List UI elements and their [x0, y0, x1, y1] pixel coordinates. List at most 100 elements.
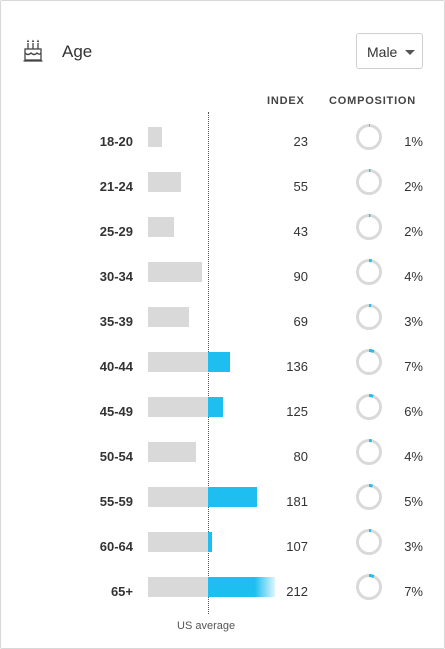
table-row: 65+ 212 7%: [1, 569, 444, 614]
composition-donut: [356, 439, 382, 465]
age-range-label: 21-24: [99, 179, 133, 194]
index-value: 212: [286, 584, 308, 599]
table-row: 25-29 43 2%: [1, 209, 444, 254]
index-bar-above-average: [208, 352, 230, 372]
table-row: 21-24 55 2%: [1, 164, 444, 209]
composition-value: 3%: [404, 314, 423, 329]
index-value: 69: [293, 314, 308, 329]
composition-value: 1%: [404, 134, 423, 149]
table-row: 30-34 90 4%: [1, 254, 444, 299]
index-bar-below-average: [148, 217, 174, 237]
age-range-label: 35-39: [99, 314, 133, 329]
age-range-label: 45-49: [99, 404, 133, 419]
index-value: 181: [286, 494, 308, 509]
donut-fill: [356, 259, 382, 285]
donut-track: [356, 304, 382, 330]
donut-track: [356, 214, 382, 240]
composition-value: 2%: [404, 179, 423, 194]
index-value: 43: [293, 224, 308, 239]
composition-donut: [356, 484, 382, 510]
composition-value: 4%: [404, 269, 423, 284]
donut-fill: [356, 124, 382, 150]
age-range-label: 50-54: [99, 449, 133, 464]
card-title: Age: [62, 42, 93, 61]
index-bar-below-average: [148, 577, 208, 597]
caret-down-icon: [405, 50, 415, 55]
donut-fill: [356, 169, 382, 195]
table-row: 40-44 136 7%: [1, 344, 444, 389]
donut-track: [356, 439, 382, 465]
age-range-label: 25-29: [99, 224, 133, 239]
index-value: 125: [286, 404, 308, 419]
composition-donut: [356, 304, 382, 330]
index-value: 23: [293, 134, 308, 149]
composition-value: 7%: [404, 359, 423, 374]
donut-track: [356, 484, 382, 510]
age-range-label: 18-20: [99, 134, 133, 149]
index-bar-below-average: [148, 397, 208, 417]
composition-donut: [356, 214, 382, 240]
table-row: 60-64 107 3%: [1, 524, 444, 569]
index-value: 90: [293, 269, 308, 284]
index-bar-above-average: [208, 397, 223, 417]
donut-fill: [356, 349, 382, 375]
composition-value: 3%: [404, 539, 423, 554]
donut-fill: [356, 574, 382, 600]
age-range-label: 60-64: [99, 539, 133, 554]
index-value: 80: [293, 449, 308, 464]
composition-donut: [356, 349, 382, 375]
index-column-header: INDEX: [267, 95, 305, 107]
age-range-label: 55-59: [99, 494, 133, 509]
donut-track: [356, 349, 382, 375]
composition-value: 7%: [404, 584, 423, 599]
index-value: 107: [286, 539, 308, 554]
index-bar-below-average: [148, 262, 202, 282]
donut-track: [356, 169, 382, 195]
table-row: 45-49 125 6%: [1, 389, 444, 434]
index-bar-below-average: [148, 352, 208, 372]
composition-donut: [356, 169, 382, 195]
index-bar-above-average: [208, 577, 276, 597]
donut-fill: [356, 214, 382, 240]
age-range-label: 40-44: [99, 359, 133, 374]
index-bar-below-average: [148, 487, 208, 507]
donut-track: [356, 259, 382, 285]
card-header: Age Male: [1, 1, 444, 81]
donut-track: [356, 529, 382, 555]
gender-dropdown[interactable]: Male: [356, 33, 423, 69]
index-bar-below-average: [148, 307, 190, 327]
composition-donut: [356, 529, 382, 555]
index-bar-below-average: [148, 127, 162, 147]
index-value: 136: [286, 359, 308, 374]
donut-fill: [356, 304, 382, 330]
composition-donut: [356, 124, 382, 150]
index-bar-below-average: [148, 532, 208, 552]
composition-value: 5%: [404, 494, 423, 509]
table-row: 55-59 181 5%: [1, 479, 444, 524]
donut-track: [356, 124, 382, 150]
composition-value: 4%: [404, 449, 423, 464]
index-bar-above-average: [208, 532, 213, 552]
donut-fill: [356, 484, 382, 510]
composition-value: 6%: [404, 404, 423, 419]
composition-column-header: COMPOSITION: [329, 95, 417, 107]
table-row: 50-54 80 4%: [1, 434, 444, 479]
composition-donut: [356, 394, 382, 420]
age-range-label: 65+: [110, 584, 133, 599]
composition-value: 2%: [404, 224, 423, 239]
us-average-label: US average: [177, 620, 236, 632]
donut-fill: [356, 529, 382, 555]
age-range-label: 30-34: [99, 269, 133, 284]
composition-donut: [356, 574, 382, 600]
donut-track: [356, 574, 382, 600]
index-bar-below-average: [148, 172, 181, 192]
donut-fill: [356, 394, 382, 420]
donut-fill: [356, 439, 382, 465]
index-value: 55: [293, 179, 308, 194]
composition-donut: [356, 259, 382, 285]
index-bar-below-average: [148, 442, 196, 462]
birthday-cake-icon: [23, 39, 43, 62]
table-row: 18-20 23 1%: [1, 119, 444, 164]
table-row: 35-39 69 3%: [1, 299, 444, 344]
